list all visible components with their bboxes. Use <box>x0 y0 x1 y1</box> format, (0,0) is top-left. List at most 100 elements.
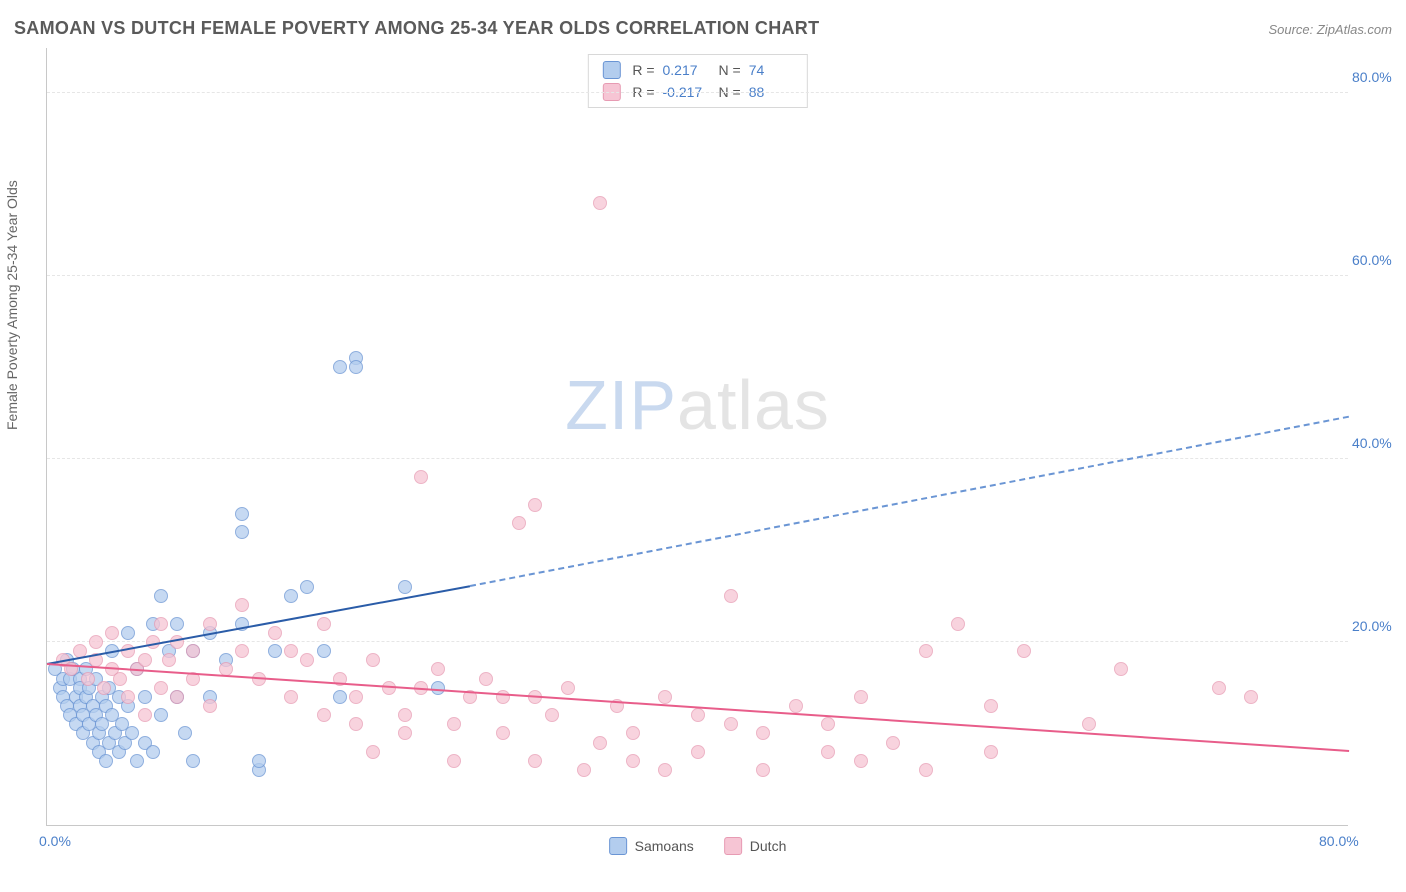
data-point <box>186 644 200 658</box>
watermark: ZIPatlas <box>565 365 830 445</box>
data-point <box>1244 690 1258 704</box>
data-point <box>789 699 803 713</box>
data-point <box>479 672 493 686</box>
r-value: 0.217 <box>663 62 707 78</box>
y-tick-label: 40.0% <box>1352 435 1406 451</box>
y-tick-label: 20.0% <box>1352 618 1406 634</box>
data-point <box>984 745 998 759</box>
data-point <box>593 196 607 210</box>
data-point <box>658 690 672 704</box>
correlation-legend-row: R = 0.217 N = 74 <box>588 59 806 81</box>
n-label: N = <box>719 62 741 78</box>
data-point <box>235 598 249 612</box>
source-prefix: Source: <box>1268 22 1316 37</box>
data-point <box>724 717 738 731</box>
scatter-chart: ZIPatlas R = 0.217 N = 74 R = -0.217 N =… <box>46 48 1348 826</box>
legend-label: Dutch <box>750 838 787 854</box>
data-point <box>252 754 266 768</box>
data-point <box>919 644 933 658</box>
x-tick-label: 80.0% <box>1319 833 1359 849</box>
trend-line <box>47 663 1349 752</box>
data-point <box>496 726 510 740</box>
data-point <box>984 699 998 713</box>
data-point <box>178 726 192 740</box>
data-point <box>431 681 445 695</box>
data-point <box>170 690 184 704</box>
data-point <box>528 754 542 768</box>
data-point <box>545 708 559 722</box>
data-point <box>691 745 705 759</box>
data-point <box>821 745 835 759</box>
data-point <box>81 672 95 686</box>
y-tick-label: 80.0% <box>1352 69 1406 85</box>
data-point <box>138 690 152 704</box>
data-point <box>398 708 412 722</box>
source-attribution: Source: ZipAtlas.com <box>1268 22 1392 37</box>
data-point <box>121 626 135 640</box>
data-point <box>1114 662 1128 676</box>
data-point <box>121 690 135 704</box>
data-point <box>447 717 461 731</box>
data-point <box>333 360 347 374</box>
data-point <box>154 589 168 603</box>
data-point <box>919 763 933 777</box>
chart-header: SAMOAN VS DUTCH FEMALE POVERTY AMONG 25-… <box>14 18 1392 39</box>
data-point <box>349 717 363 731</box>
trend-line <box>470 416 1349 587</box>
data-point <box>146 745 160 759</box>
data-point <box>577 763 591 777</box>
r-label: R = <box>632 62 654 78</box>
data-point <box>414 470 428 484</box>
data-point <box>1017 644 1031 658</box>
data-point <box>203 699 217 713</box>
legend-item-dutch: Dutch <box>724 837 787 855</box>
data-point <box>593 736 607 750</box>
data-point <box>162 653 176 667</box>
data-point <box>691 708 705 722</box>
data-point <box>821 717 835 731</box>
n-value: 74 <box>749 62 793 78</box>
data-point <box>724 589 738 603</box>
data-point <box>626 754 640 768</box>
data-point <box>366 745 380 759</box>
data-point <box>203 617 217 631</box>
data-point <box>170 617 184 631</box>
data-point <box>756 726 770 740</box>
data-point <box>317 708 331 722</box>
data-point <box>317 617 331 631</box>
data-point <box>113 672 127 686</box>
data-point <box>398 726 412 740</box>
y-axis-label: Female Poverty Among 25-34 Year Olds <box>4 180 20 430</box>
data-point <box>99 754 113 768</box>
data-point <box>284 589 298 603</box>
data-point <box>235 525 249 539</box>
data-point <box>317 644 331 658</box>
legend-swatch-dutch <box>724 837 742 855</box>
x-tick-label: 0.0% <box>39 833 71 849</box>
data-point <box>496 690 510 704</box>
legend-label: Samoans <box>635 838 694 854</box>
data-point <box>366 653 380 667</box>
data-point <box>138 708 152 722</box>
data-point <box>300 653 314 667</box>
legend-swatch-samoans <box>602 61 620 79</box>
data-point <box>138 653 152 667</box>
y-tick-label: 60.0% <box>1352 252 1406 268</box>
data-point <box>235 507 249 521</box>
data-point <box>300 580 314 594</box>
data-point <box>528 498 542 512</box>
data-point <box>658 763 672 777</box>
chart-title: SAMOAN VS DUTCH FEMALE POVERTY AMONG 25-… <box>14 18 819 39</box>
series-legend: Samoans Dutch <box>609 837 787 855</box>
data-point <box>154 708 168 722</box>
data-point <box>447 754 461 768</box>
data-point <box>854 690 868 704</box>
data-point <box>284 644 298 658</box>
data-point <box>105 626 119 640</box>
data-point <box>284 690 298 704</box>
data-point <box>431 662 445 676</box>
data-point <box>154 617 168 631</box>
source-name: ZipAtlas.com <box>1317 22 1392 37</box>
data-point <box>951 617 965 631</box>
data-point <box>886 736 900 750</box>
